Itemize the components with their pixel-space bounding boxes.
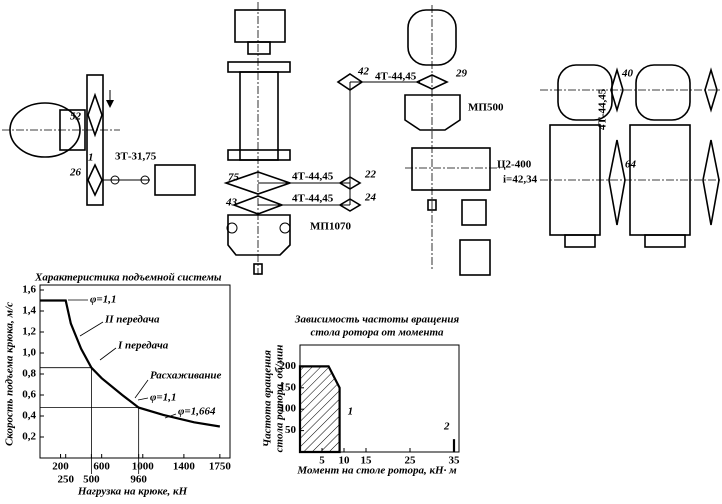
x-tick-label: 500 [83,474,100,486]
x-tick-label: 1400 [173,461,196,473]
scheme-label: 3Т-31,75 [115,151,157,163]
scheme-left [2,74,196,206]
scheme-label: МП500 [468,102,504,114]
scheme-middle [223,2,420,275]
scheme-label: i=42,34 [503,174,538,186]
y-axis-label: Частота вращения [262,350,274,448]
scheme-label: 42 [357,66,370,78]
scheme-label: 64 [625,159,637,171]
leader [164,413,177,419]
x-tick-label: 5 [319,455,325,467]
scheme-label: 4Т-44,45 [597,88,609,130]
scheme-center-right [404,5,500,276]
x-tick-label: 1750 [209,461,232,473]
y-tick-label: 1,6 [22,284,36,296]
chart-title: Характеристика подъемной системы [34,272,222,284]
scheme-label: 75 [228,172,240,184]
series-area [298,365,341,454]
y-tick-label: 1,4 [22,305,36,317]
leader [137,397,149,401]
y-tick-label: 1,0 [22,347,36,359]
scheme-right [540,64,720,248]
leader [134,379,149,399]
scheme-label: 26 [69,167,82,179]
scheme-label: 4Т-44,45 [292,171,334,183]
annotation: φ=1,664 [178,406,216,418]
y-axis-label: стола ротора, об/мин [274,345,286,453]
plot-frame [39,284,231,459]
scheme-label: 4Т-44,45 [292,193,334,205]
chart-title: стола ротора от момента [310,327,444,339]
x-axis-label: Нагрузка на крюке, кН [77,486,188,498]
x-tick-label: 35 [449,455,461,467]
leader [99,347,117,361]
y-tick-label: 0,6 [22,389,36,401]
y-tick-label: 1,2 [22,326,36,338]
scheme-label: 1 [88,152,94,164]
x-tick-label: 15 [361,455,373,467]
x-tick-label: 960 [130,474,147,486]
x-axis-label: Момент на столе ротора, кН· м [296,465,457,477]
y-tick-label: 0,8 [22,368,36,380]
scheme-label: 29 [455,68,468,80]
scheme-label: 4Т-44,45 [375,71,417,83]
scheme-label: МП1070 [310,221,351,233]
x-tick-label: 200 [52,461,69,473]
x-tick-label: 10 [339,455,351,467]
annotation: I передача [117,340,169,352]
series-label: 2 [443,421,450,433]
x-tick-label: 600 [93,461,110,473]
x-tick-label: 1000 [132,461,155,473]
y-tick-label: 200 [280,360,297,372]
y-tick-label: 0,4 [22,410,36,422]
y-tick-label: 150 [280,381,297,393]
annotation: φ=1,1 [90,294,116,306]
series-line [40,299,221,428]
scheme-label: 22 [364,169,377,181]
x-tick-label: 250 [57,474,74,486]
y-tick-label: 0,2 [22,431,36,443]
y-axis-label: Скорость подъема крюка, м/с [4,302,16,446]
leader [79,321,104,337]
annotation: Расхаживание [150,370,222,382]
y-tick-label: 50 [285,424,297,436]
scheme-label: 52 [70,111,82,123]
x-tick-label: 25 [405,455,417,467]
series-label: 1 [348,406,354,418]
chart-title: Зависимость частоты вращения [294,314,460,326]
scheme-label: 24 [364,192,377,204]
scheme-label: 40 [621,68,634,80]
y-tick-label: 100 [280,403,297,415]
scheme-label: 43 [225,197,238,209]
annotation: φ=1,1 [150,392,176,404]
annotation: II передача [104,314,160,326]
scheme-label: Ц2-400 [497,159,532,171]
